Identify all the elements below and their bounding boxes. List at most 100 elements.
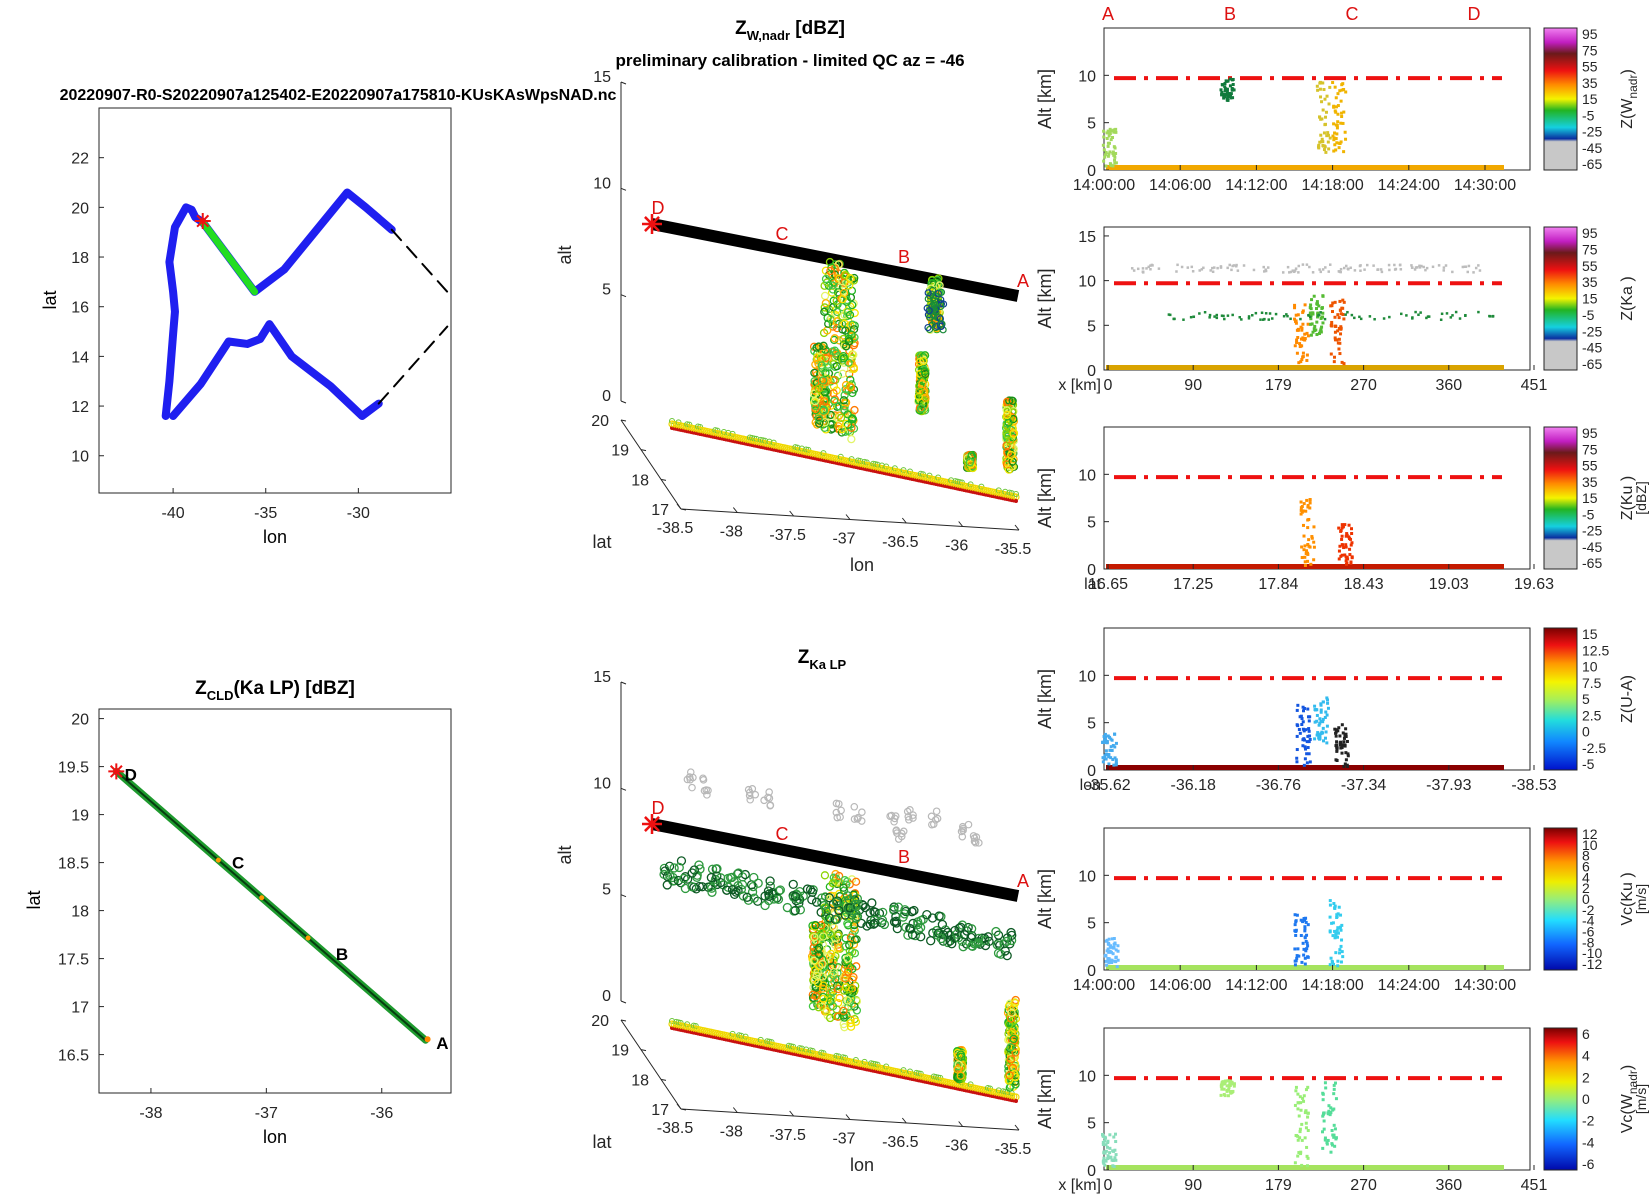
curtain-noise-point [1267, 318, 1271, 321]
curtain-echo-point [1327, 102, 1331, 106]
curtain-noise-point [1266, 266, 1270, 269]
curtain-echo-point [1344, 758, 1348, 762]
curtain-noise-point [1189, 315, 1193, 319]
curtain-echo-cell-3 [1101, 127, 1118, 168]
lon-tick-label: -38.5 [657, 1120, 694, 1137]
curtain-echo-point [1349, 543, 1353, 547]
curtain-echo-point [1303, 962, 1307, 966]
curtain-echo-point [1114, 130, 1118, 134]
curtain-echo-point [1334, 933, 1338, 937]
curtain-noise-point [1463, 265, 1467, 268]
curtain-echo-point [1332, 1092, 1336, 1096]
curtain-echo-point [1303, 757, 1307, 761]
echo-point [700, 786, 709, 795]
curtain-noise-point [1350, 313, 1354, 317]
curtain-echo-point [1333, 338, 1337, 342]
curtain-xtick-label: 14:30:00 [1454, 977, 1516, 994]
curtain-ytick-label: 0 [1087, 1163, 1096, 1180]
echo-point [1004, 465, 1014, 474]
curtain-echo-point [1336, 112, 1340, 116]
echo-point [765, 794, 774, 803]
curtain-echo-point [1319, 702, 1323, 706]
curtain-noise-point [1141, 270, 1145, 274]
curtain-echo-point [1300, 358, 1304, 362]
curtain-echo-point [1303, 1136, 1307, 1140]
echo-point [937, 322, 945, 330]
curtain-echo-point [1335, 745, 1339, 749]
colorbar-tick-label: -45 [1582, 340, 1602, 356]
echo-point [820, 388, 830, 397]
echo-point [965, 458, 975, 467]
echo-point [836, 413, 846, 422]
curtain-echo-point [1340, 111, 1344, 115]
curtain-echo-point [1296, 1138, 1300, 1142]
curtain-echo-point [1114, 763, 1118, 767]
curtain-echo-point [1114, 1158, 1118, 1162]
curtain-ytick-label: 10 [1078, 1068, 1096, 1085]
curtain-noise-point [1281, 271, 1285, 274]
curtain-echo-point [1318, 717, 1322, 721]
echo-point [707, 883, 717, 893]
curtain-noise-point [1220, 314, 1224, 317]
curtain-noise-point [1209, 269, 1212, 272]
curtain-echo-point [1315, 302, 1319, 306]
curtain-xtick-label: 0 [1104, 377, 1113, 394]
curtain-echo-point [1319, 327, 1323, 331]
curtain-noise-point [1180, 265, 1184, 269]
curtain-axes-box [1103, 426, 1531, 570]
colorbar-tick-label: 75 [1582, 241, 1598, 257]
curtain-noise-point [1215, 313, 1219, 317]
curtain-echo-point [1335, 740, 1339, 744]
echo-point [967, 924, 977, 934]
echo-point [764, 891, 774, 901]
curtain-xtick-label: 14:06:00 [1149, 177, 1211, 194]
colorbar-tick-label: -12 [1582, 956, 1602, 972]
curtain-echo-point [1305, 353, 1309, 357]
curtain-echo-point [1345, 533, 1349, 537]
curtain-noise-point [1263, 317, 1266, 321]
echo-point [999, 939, 1009, 949]
lon-tick [901, 517, 907, 524]
curtain-echo-point [1301, 310, 1305, 314]
echo-point [840, 972, 849, 981]
echo-point [821, 274, 831, 284]
curtain-echo-point [1306, 526, 1310, 530]
curtain-noise-point [1327, 270, 1330, 273]
echo-point [897, 829, 906, 838]
curtain-echo-point [1341, 524, 1345, 528]
colorbar-tick-label: 35 [1582, 274, 1598, 290]
curtain-echo-point [1348, 553, 1352, 557]
echo-point [833, 288, 843, 297]
curtain-echo-point [1340, 938, 1344, 942]
curtain-echo-point [1303, 303, 1307, 307]
curtain-echo-point [1321, 81, 1325, 85]
curtain-echo-point [1104, 959, 1108, 963]
curtain-echo-point [1223, 92, 1227, 96]
echo-point [843, 954, 852, 963]
alt-tick-label: 10 [593, 775, 611, 792]
curtain-echo-point [1321, 1092, 1325, 1096]
curtain-echo-point [1335, 124, 1339, 128]
echo-point [1011, 1072, 1020, 1082]
curtain-echo-point [1340, 751, 1344, 755]
curtain-echo-point [1340, 534, 1344, 538]
curtain-echo-point [1306, 734, 1310, 738]
curtain-noise-point [1175, 270, 1178, 273]
curtain-ytick-label: 10 [1078, 668, 1096, 685]
curtain-echo-point [1338, 743, 1342, 747]
curtain-echo-point [1301, 355, 1305, 359]
curtain-echo-point [1108, 162, 1112, 166]
curtain-echo-point [1332, 104, 1336, 108]
curtain-echo-point [1330, 1143, 1334, 1147]
curtain-echo-point [1338, 352, 1342, 356]
colorbar-tick-label: -5 [1582, 506, 1595, 522]
curtain-noise-point [1488, 314, 1491, 318]
echo-point [836, 813, 844, 821]
curtain-echo-point [1225, 97, 1229, 101]
colorbar-tick-label: -5 [1582, 107, 1595, 123]
curtain-echo-point [1104, 164, 1108, 168]
echo-point [850, 1002, 859, 1011]
curtain-echo-point [1339, 312, 1343, 316]
echo-point [853, 815, 862, 823]
